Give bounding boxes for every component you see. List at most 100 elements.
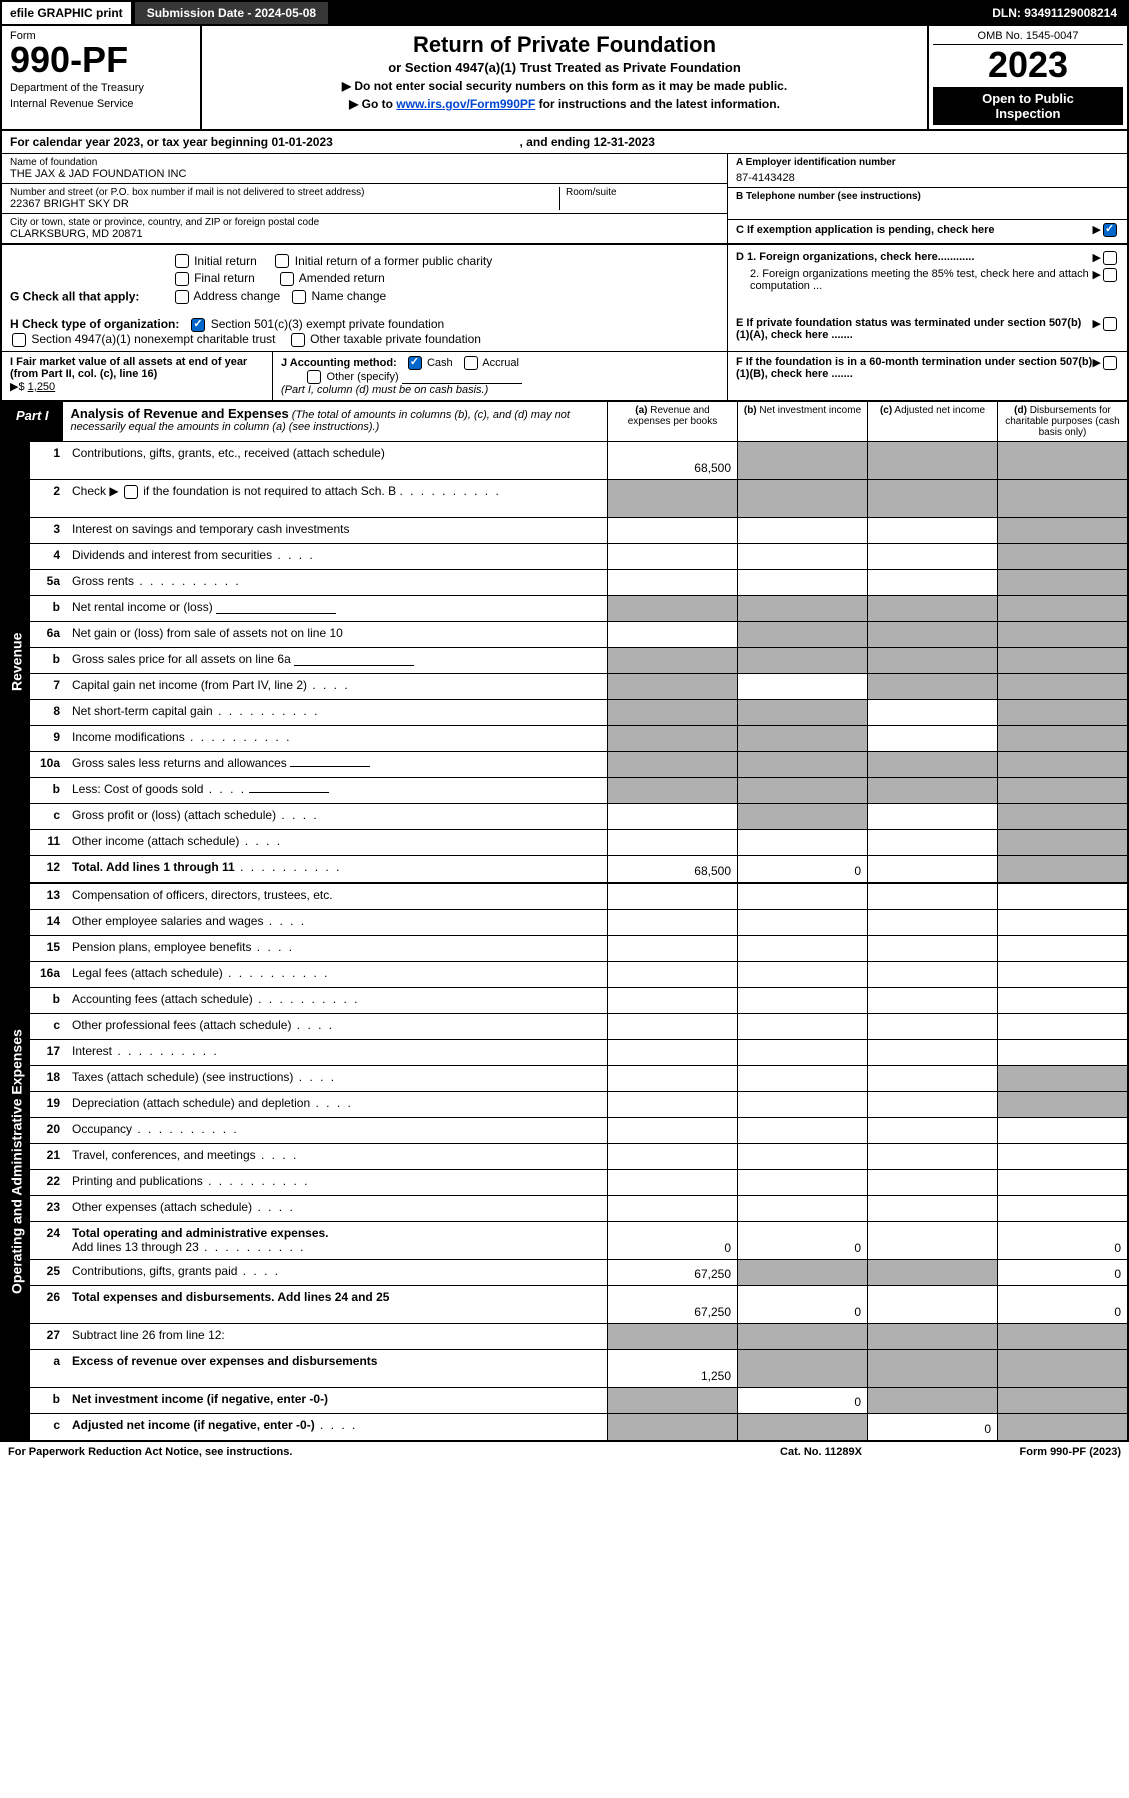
- section-g: G Check all that apply: Initial return I…: [0, 245, 1129, 313]
- r27a-a: 1,250: [607, 1350, 737, 1387]
- footer-left: For Paperwork Reduction Act Notice, see …: [8, 1446, 721, 1458]
- row-5a: 5aGross rents: [30, 570, 1127, 596]
- footer-right: Form 990-PF (2023): [921, 1446, 1121, 1458]
- r26-b: 0: [737, 1286, 867, 1323]
- open-line1: Open to Public: [937, 91, 1119, 106]
- section-h: H Check type of organization: Section 50…: [0, 313, 1129, 352]
- row-26: 26Total expenses and disbursements. Add …: [30, 1286, 1127, 1324]
- e-checkbox[interactable]: [1103, 317, 1117, 331]
- calendar-year-row: For calendar year 2023, or tax year begi…: [0, 131, 1129, 153]
- r7-desc: Capital gain net income (from Part IV, l…: [66, 674, 607, 699]
- row-9: 9Income modifications: [30, 726, 1127, 752]
- row-19: 19Depreciation (attach schedule) and dep…: [30, 1092, 1127, 1118]
- d2-checkbox[interactable]: [1103, 268, 1117, 282]
- r7-t: Capital gain net income (from Part IV, l…: [72, 678, 307, 692]
- name-cell: Name of foundation THE JAX & JAD FOUNDAT…: [2, 154, 727, 184]
- row-20: 20Occupancy: [30, 1118, 1127, 1144]
- note2-post: for instructions and the latest informat…: [535, 97, 780, 111]
- r10a-desc: Gross sales less returns and allowances: [66, 752, 607, 777]
- h-other-checkbox[interactable]: [291, 333, 305, 347]
- ein-cell: A Employer identification number 87-4143…: [728, 154, 1127, 188]
- part1-desc: Analysis of Revenue and Expenses (The to…: [63, 402, 607, 441]
- row-27a: aExcess of revenue over expenses and dis…: [30, 1350, 1127, 1388]
- header-middle: Return of Private Foundation or Section …: [202, 26, 927, 129]
- r3-desc: Interest on savings and temporary cash i…: [66, 518, 607, 543]
- e-label: E If private foundation status was termi…: [736, 317, 1093, 341]
- j-note: (Part I, column (d) must be on cash basi…: [281, 384, 488, 396]
- r10b-t: Less: Cost of goods sold: [72, 782, 203, 796]
- d2-label: 2. Foreign organizations meeting the 85%…: [736, 268, 1093, 292]
- expense-table: 13Compensation of officers, directors, t…: [30, 884, 1127, 1440]
- r5b-desc: Net rental income or (loss): [66, 596, 607, 621]
- r2-pre: Check ▶: [72, 484, 119, 498]
- r26-desc: Total expenses and disbursements. Add li…: [66, 1286, 607, 1323]
- irs-link[interactable]: www.irs.gov/Form990PF: [396, 97, 535, 111]
- city-value: CLARKSBURG, MD 20871: [10, 228, 719, 240]
- form-number: 990-PF: [10, 42, 192, 78]
- f-label: F If the foundation is in a 60-month ter…: [736, 356, 1093, 380]
- r27c-t: Adjusted net income (if negative, enter …: [72, 1418, 315, 1432]
- initial-former-checkbox[interactable]: [275, 254, 289, 268]
- part1-title: Analysis of Revenue and Expenses: [71, 406, 289, 421]
- row-16a: 16aLegal fees (attach schedule): [30, 962, 1127, 988]
- dept-treasury: Department of the Treasury: [10, 82, 192, 94]
- r12-t: Total. Add lines 1 through 11: [72, 860, 235, 874]
- efile-print[interactable]: efile GRAPHIC print: [2, 2, 131, 24]
- name-change-checkbox[interactable]: [292, 290, 306, 304]
- j-other-checkbox[interactable]: [307, 370, 321, 384]
- f-checkbox[interactable]: [1103, 356, 1117, 370]
- amended-return-checkbox[interactable]: [280, 272, 294, 286]
- r5b-t: Net rental income or (loss): [72, 600, 213, 614]
- r10a-t: Gross sales less returns and allowances: [72, 756, 287, 770]
- col-b-head: (b) Net investment income: [737, 402, 867, 441]
- calyear-end: , and ending 12-31-2023: [520, 135, 655, 149]
- j-label: J Accounting method:: [281, 357, 397, 369]
- r5a-desc: Gross rents: [66, 570, 607, 595]
- initial-return-checkbox[interactable]: [175, 254, 189, 268]
- row-16c: cOther professional fees (attach schedul…: [30, 1014, 1127, 1040]
- r2-checkbox[interactable]: [124, 485, 138, 499]
- section-j: J Accounting method: Cash Accrual Other …: [272, 352, 727, 400]
- r16b-t: Accounting fees (attach schedule): [72, 992, 253, 1006]
- j-cash-checkbox[interactable]: [408, 356, 422, 370]
- row-13: 13Compensation of officers, directors, t…: [30, 884, 1127, 910]
- r26-a: 67,250: [607, 1286, 737, 1323]
- name-label: Name of foundation: [10, 157, 719, 168]
- row-21: 21Travel, conferences, and meetings: [30, 1144, 1127, 1170]
- final-return-checkbox[interactable]: [175, 272, 189, 286]
- r26-t: Total expenses and disbursements. Add li…: [72, 1290, 389, 1304]
- r17-t: Interest: [72, 1044, 112, 1058]
- r27a-desc: Excess of revenue over expenses and disb…: [66, 1350, 607, 1387]
- r24-b: 0: [737, 1222, 867, 1259]
- g-right: D 1. Foreign organizations, check here..…: [727, 245, 1127, 313]
- row-12: 12Total. Add lines 1 through 1168,5000: [30, 856, 1127, 882]
- c-checkbox[interactable]: [1103, 223, 1117, 237]
- header-right: OMB No. 1545-0047 2023 Open to Public In…: [927, 26, 1127, 129]
- r21-desc: Travel, conferences, and meetings: [66, 1144, 607, 1169]
- section-f: F If the foundation is in a 60-month ter…: [727, 352, 1127, 400]
- j-other-line: [402, 372, 522, 384]
- form-title: Return of Private Foundation: [212, 32, 917, 58]
- r23-t: Other expenses (attach schedule): [72, 1200, 252, 1214]
- revenue-table: 1Contributions, gifts, grants, etc., rec…: [30, 442, 1127, 882]
- row-10b: bLess: Cost of goods sold: [30, 778, 1127, 804]
- address-change-checkbox[interactable]: [175, 290, 189, 304]
- d1-checkbox[interactable]: [1103, 251, 1117, 265]
- r16b-desc: Accounting fees (attach schedule): [66, 988, 607, 1013]
- h-501c3-checkbox[interactable]: [191, 318, 205, 332]
- row-10a: 10aGross sales less returns and allowanc…: [30, 752, 1127, 778]
- r12-b: 0: [737, 856, 867, 882]
- d1-label: D 1. Foreign organizations, check here..…: [736, 251, 1093, 265]
- col-a-head: (a) Revenue and expenses per books: [607, 402, 737, 441]
- g-final: Final return: [194, 271, 255, 285]
- form-subtitle: or Section 4947(a)(1) Trust Treated as P…: [212, 60, 917, 75]
- j-accrual-checkbox[interactable]: [464, 356, 478, 370]
- h-label: H Check type of organization:: [10, 317, 179, 331]
- j-cash: Cash: [427, 357, 453, 369]
- r25-t: Contributions, gifts, grants paid: [72, 1264, 237, 1278]
- h-4947-checkbox[interactable]: [12, 333, 26, 347]
- g-name: Name change: [311, 289, 386, 303]
- r11-desc: Other income (attach schedule): [66, 830, 607, 855]
- row-24: 24Total operating and administrative exp…: [30, 1222, 1127, 1260]
- r16a-desc: Legal fees (attach schedule): [66, 962, 607, 987]
